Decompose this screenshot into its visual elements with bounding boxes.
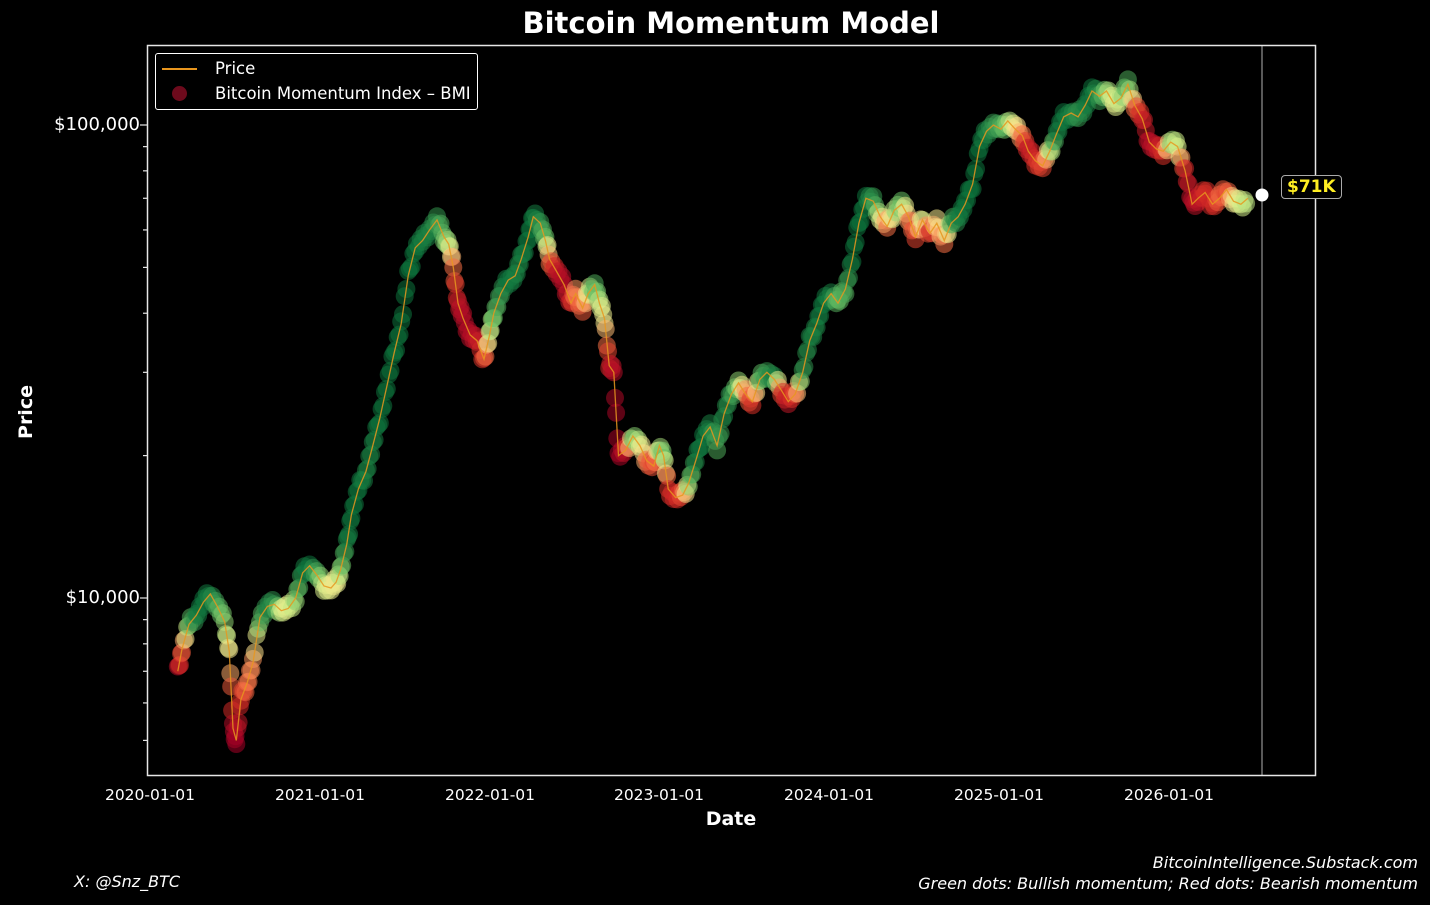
xtick-2023: 2023-01-01 [613, 786, 705, 804]
legend-bmi-label: Bitcoin Momentum Index – BMI [215, 84, 471, 103]
price-line-swatch-icon [162, 67, 197, 70]
color-legend-note: Green dots: Bullish momentum; Red dots: … [918, 874, 1418, 893]
x-axis-label: Date [705, 808, 757, 830]
current-price-badge: $71K [1281, 175, 1342, 199]
y-axis-label: Price [15, 385, 37, 439]
plot-frame [146, 44, 1317, 777]
site-credit: BitcoinIntelligence.Substack.com [1152, 853, 1418, 872]
xtick-2025: 2025-01-01 [953, 786, 1045, 804]
ytick-10000: $10,000 [65, 587, 140, 608]
legend: Price Bitcoin Momentum Index – BMI [155, 53, 478, 110]
legend-price-label: Price [215, 59, 256, 78]
xtick-2021: 2021-01-01 [274, 786, 366, 804]
xtick-2022: 2022-01-01 [444, 786, 536, 804]
xtick-2026: 2026-01-01 [1123, 786, 1215, 804]
y-axis-ticks [140, 124, 147, 741]
legend-item-bmi: Bitcoin Momentum Index – BMI [156, 84, 471, 103]
legend-item-price: Price [156, 59, 255, 78]
xtick-2020: 2020-01-01 [104, 786, 196, 804]
author-handle: X: @Snz_BTC [74, 872, 181, 891]
ytick-100000: $100,000 [54, 114, 140, 135]
xtick-2024: 2024-01-01 [783, 786, 875, 804]
chart-title: Bitcoin Momentum Model [522, 6, 940, 40]
bmi-dots [168, 70, 1256, 753]
dot-swatch-icon [172, 86, 187, 101]
current-price-marker [1255, 188, 1269, 202]
footer-credits: BitcoinIntelligence.Substack.com Green d… [918, 852, 1418, 894]
price-line [177, 82, 1249, 741]
